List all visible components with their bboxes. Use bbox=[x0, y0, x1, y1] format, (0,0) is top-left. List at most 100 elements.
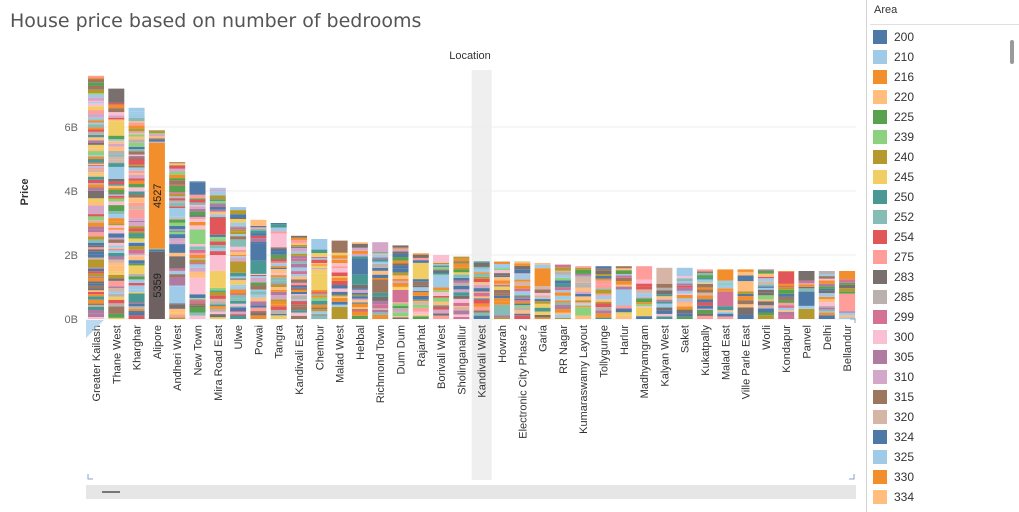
legend-item[interactable]: 283 bbox=[873, 267, 1009, 287]
legend-item[interactable]: 252 bbox=[873, 207, 1009, 227]
bar-segment bbox=[108, 115, 125, 118]
bar[interactable] bbox=[88, 75, 104, 319]
horizontal-scrollbar[interactable] bbox=[86, 485, 856, 499]
bar[interactable] bbox=[717, 269, 734, 319]
bar[interactable] bbox=[494, 261, 510, 319]
bar-segment bbox=[433, 265, 450, 267]
bar[interactable] bbox=[270, 223, 287, 319]
legend-scrollbar[interactable] bbox=[1009, 30, 1015, 508]
legend-item[interactable]: 310 bbox=[873, 367, 1009, 387]
legend-item[interactable]: 305 bbox=[873, 347, 1009, 367]
bar[interactable] bbox=[230, 207, 247, 319]
bar[interactable] bbox=[372, 242, 389, 319]
bar-segment bbox=[473, 310, 490, 313]
bar[interactable] bbox=[392, 245, 409, 319]
legend-item[interactable]: 240 bbox=[873, 147, 1009, 167]
bar[interactable] bbox=[615, 266, 632, 319]
highlight-segment[interactable] bbox=[148, 143, 165, 249]
legend-item[interactable]: 200 bbox=[873, 27, 1009, 47]
bar-segment bbox=[108, 178, 125, 182]
bar-segment bbox=[311, 259, 328, 264]
legend-label: 210 bbox=[894, 50, 915, 64]
bar[interactable] bbox=[291, 235, 307, 319]
bar-segment bbox=[656, 290, 673, 295]
bar-segment bbox=[230, 251, 247, 255]
bar[interactable] bbox=[209, 187, 226, 319]
legend-item[interactable]: 324 bbox=[873, 427, 1009, 447]
bar[interactable] bbox=[839, 271, 856, 319]
bar[interactable] bbox=[473, 261, 490, 319]
bar[interactable] bbox=[250, 219, 267, 319]
bar-segment bbox=[88, 82, 104, 86]
bar[interactable] bbox=[514, 261, 531, 319]
bar[interactable] bbox=[128, 107, 145, 319]
bar-segment bbox=[615, 266, 632, 269]
bar-segment bbox=[757, 276, 774, 279]
bar[interactable] bbox=[351, 242, 368, 319]
bar[interactable] bbox=[534, 263, 551, 319]
bar-segment bbox=[230, 278, 247, 280]
bar[interactable] bbox=[575, 266, 592, 319]
bar[interactable] bbox=[737, 269, 754, 319]
bar-segment bbox=[636, 316, 653, 319]
bar[interactable] bbox=[697, 269, 713, 319]
bar[interactable] bbox=[453, 256, 470, 319]
bar[interactable] bbox=[757, 269, 774, 319]
stacked-bar-chart[interactable]: Location Price 0B 2B 4B 6B Greater Kailash Than… bbox=[0, 0, 862, 512]
bar-segment bbox=[148, 134, 165, 137]
legend-item[interactable]: 220 bbox=[873, 87, 1009, 107]
bar-segment bbox=[372, 304, 389, 309]
x-tick-label: Thane West bbox=[111, 325, 123, 384]
legend-item[interactable]: 285 bbox=[873, 287, 1009, 307]
bar-segment bbox=[473, 284, 490, 289]
legend-item[interactable]: 334 bbox=[873, 487, 1009, 507]
legend-label: 216 bbox=[894, 70, 915, 84]
bar[interactable] bbox=[676, 267, 693, 319]
bar[interactable] bbox=[169, 162, 186, 319]
legend-item[interactable]: 210 bbox=[873, 47, 1009, 67]
bar[interactable] bbox=[636, 266, 653, 319]
bar[interactable] bbox=[818, 271, 835, 319]
bar[interactable]: 5359 4527 bbox=[148, 130, 165, 319]
bar-segment bbox=[757, 312, 774, 316]
scrollbar-thumb[interactable] bbox=[102, 491, 120, 493]
bar-segment bbox=[88, 127, 104, 130]
bar[interactable] bbox=[412, 253, 429, 319]
bar-segment bbox=[372, 259, 389, 262]
bar-segment bbox=[270, 223, 287, 225]
bar[interactable] bbox=[108, 88, 125, 319]
legend-item[interactable]: 299 bbox=[873, 307, 1009, 327]
legend-item[interactable]: 275 bbox=[873, 247, 1009, 267]
legend-item[interactable]: 330 bbox=[873, 467, 1009, 487]
bar[interactable] bbox=[554, 264, 571, 319]
legend-item[interactable]: 225 bbox=[873, 107, 1009, 127]
legend-swatch bbox=[873, 430, 887, 444]
legend-item[interactable]: 300 bbox=[873, 327, 1009, 347]
y-tick-label: 0B bbox=[65, 314, 78, 326]
legend-item[interactable]: 254 bbox=[873, 227, 1009, 247]
bar[interactable] bbox=[189, 181, 206, 319]
legend-label: 250 bbox=[894, 190, 915, 204]
color-legend[interactable]: Area 200 210 216 220 225 239 240 245 250 252 254 27… bbox=[870, 0, 1019, 512]
legend-item[interactable]: 239 bbox=[873, 127, 1009, 147]
x-tick-label: Dum Dum bbox=[396, 325, 408, 375]
bar[interactable] bbox=[433, 255, 450, 319]
x-tick-label: Harlur bbox=[619, 325, 631, 355]
legend-item[interactable]: 216 bbox=[873, 67, 1009, 87]
legend-item[interactable]: 245 bbox=[873, 167, 1009, 187]
bar[interactable] bbox=[595, 266, 612, 319]
bar[interactable] bbox=[798, 271, 815, 319]
bar[interactable] bbox=[778, 271, 795, 319]
bar-segment bbox=[757, 273, 774, 277]
bar-segment bbox=[818, 288, 835, 291]
bar[interactable] bbox=[656, 267, 673, 319]
legend-item[interactable]: 325 bbox=[873, 447, 1009, 467]
legend-scroll-thumb[interactable] bbox=[1010, 40, 1014, 64]
legend-item[interactable]: 250 bbox=[873, 187, 1009, 207]
legend-item[interactable]: 315 bbox=[873, 387, 1009, 407]
bar-segment bbox=[128, 111, 145, 114]
bar[interactable] bbox=[311, 239, 328, 319]
bar[interactable] bbox=[331, 240, 348, 319]
legend-item[interactable]: 320 bbox=[873, 407, 1009, 427]
highlight-segment[interactable] bbox=[148, 251, 165, 319]
